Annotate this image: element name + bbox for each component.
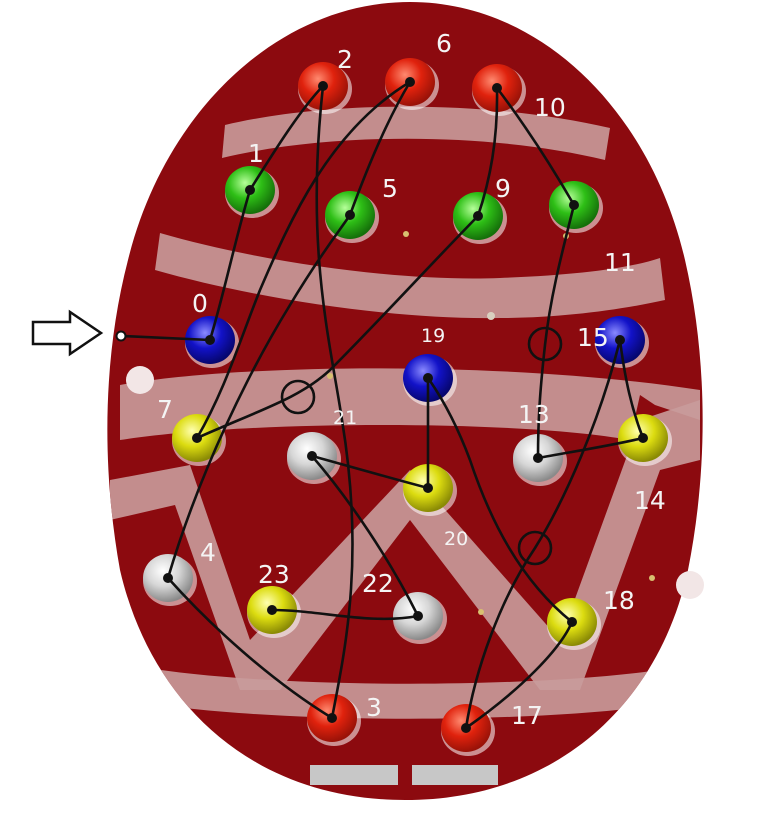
wire-9-10 xyxy=(476,86,499,218)
led-label-19: 19 xyxy=(421,325,445,347)
led-label-5: 5 xyxy=(382,174,398,203)
wire-14-15 xyxy=(618,338,645,440)
led-label-0: 0 xyxy=(192,289,208,318)
wire-13-14 xyxy=(536,436,645,460)
wire-20-21 xyxy=(310,454,430,490)
led-label-6: 6 xyxy=(436,29,452,58)
led-label-11: 11 xyxy=(604,248,636,277)
via xyxy=(403,231,409,237)
led-label-13: 13 xyxy=(518,400,550,429)
wire-1-2 xyxy=(248,84,325,192)
wire-7-9 xyxy=(195,214,480,440)
wire-17-18 xyxy=(464,620,574,730)
led-label-20: 20 xyxy=(444,528,468,550)
led-1 xyxy=(225,166,279,218)
via xyxy=(649,575,655,581)
led-label-3: 3 xyxy=(366,693,382,722)
led-label-14: 14 xyxy=(634,486,666,515)
wire-input xyxy=(120,334,212,342)
wire-3-4 xyxy=(166,576,334,720)
wire-6-7 xyxy=(195,80,412,440)
wiring xyxy=(120,80,645,730)
mounting-hole xyxy=(676,571,704,599)
crossover-marker xyxy=(517,530,553,566)
led-label-1: 1 xyxy=(248,139,264,168)
led-labels: 0 1 2 3 4 5 6 7 9 10 11 13 14 15 17 18 1… xyxy=(157,29,666,730)
wire-5-6 xyxy=(348,80,412,217)
wire-18-19 xyxy=(426,376,574,624)
wire-0-1 xyxy=(208,188,252,342)
led-label-4: 4 xyxy=(200,538,216,567)
led-label-17: 17 xyxy=(511,701,543,730)
wire-22-23 xyxy=(270,608,420,621)
via xyxy=(487,312,495,320)
led-label-21: 21 xyxy=(333,407,357,429)
crossover-marker xyxy=(527,326,563,362)
wire-4-5 xyxy=(166,213,352,580)
led-label-9: 9 xyxy=(495,174,511,203)
led-label-18: 18 xyxy=(603,586,635,615)
board-details xyxy=(126,231,704,785)
wire-11-13 xyxy=(536,203,576,460)
connector-pad-left xyxy=(310,765,398,785)
input-arrow-icon xyxy=(31,309,127,357)
led-label-23: 23 xyxy=(258,560,290,589)
wire-15-17 xyxy=(464,338,622,730)
wire-2-3 xyxy=(315,84,354,720)
led-label-15: 15 xyxy=(577,323,609,352)
led-label-7: 7 xyxy=(157,395,173,424)
via xyxy=(327,373,333,379)
crossover-marker xyxy=(280,379,316,415)
input-terminal xyxy=(115,330,127,342)
wire-10-11 xyxy=(495,86,576,207)
via xyxy=(478,609,484,615)
mounting-hole xyxy=(126,366,154,394)
led-label-10: 10 xyxy=(534,93,566,122)
connector-pad-right xyxy=(412,765,498,785)
wire-21-22 xyxy=(310,454,420,618)
led-label-22: 22 xyxy=(362,569,394,598)
led-label-2: 2 xyxy=(337,45,353,74)
